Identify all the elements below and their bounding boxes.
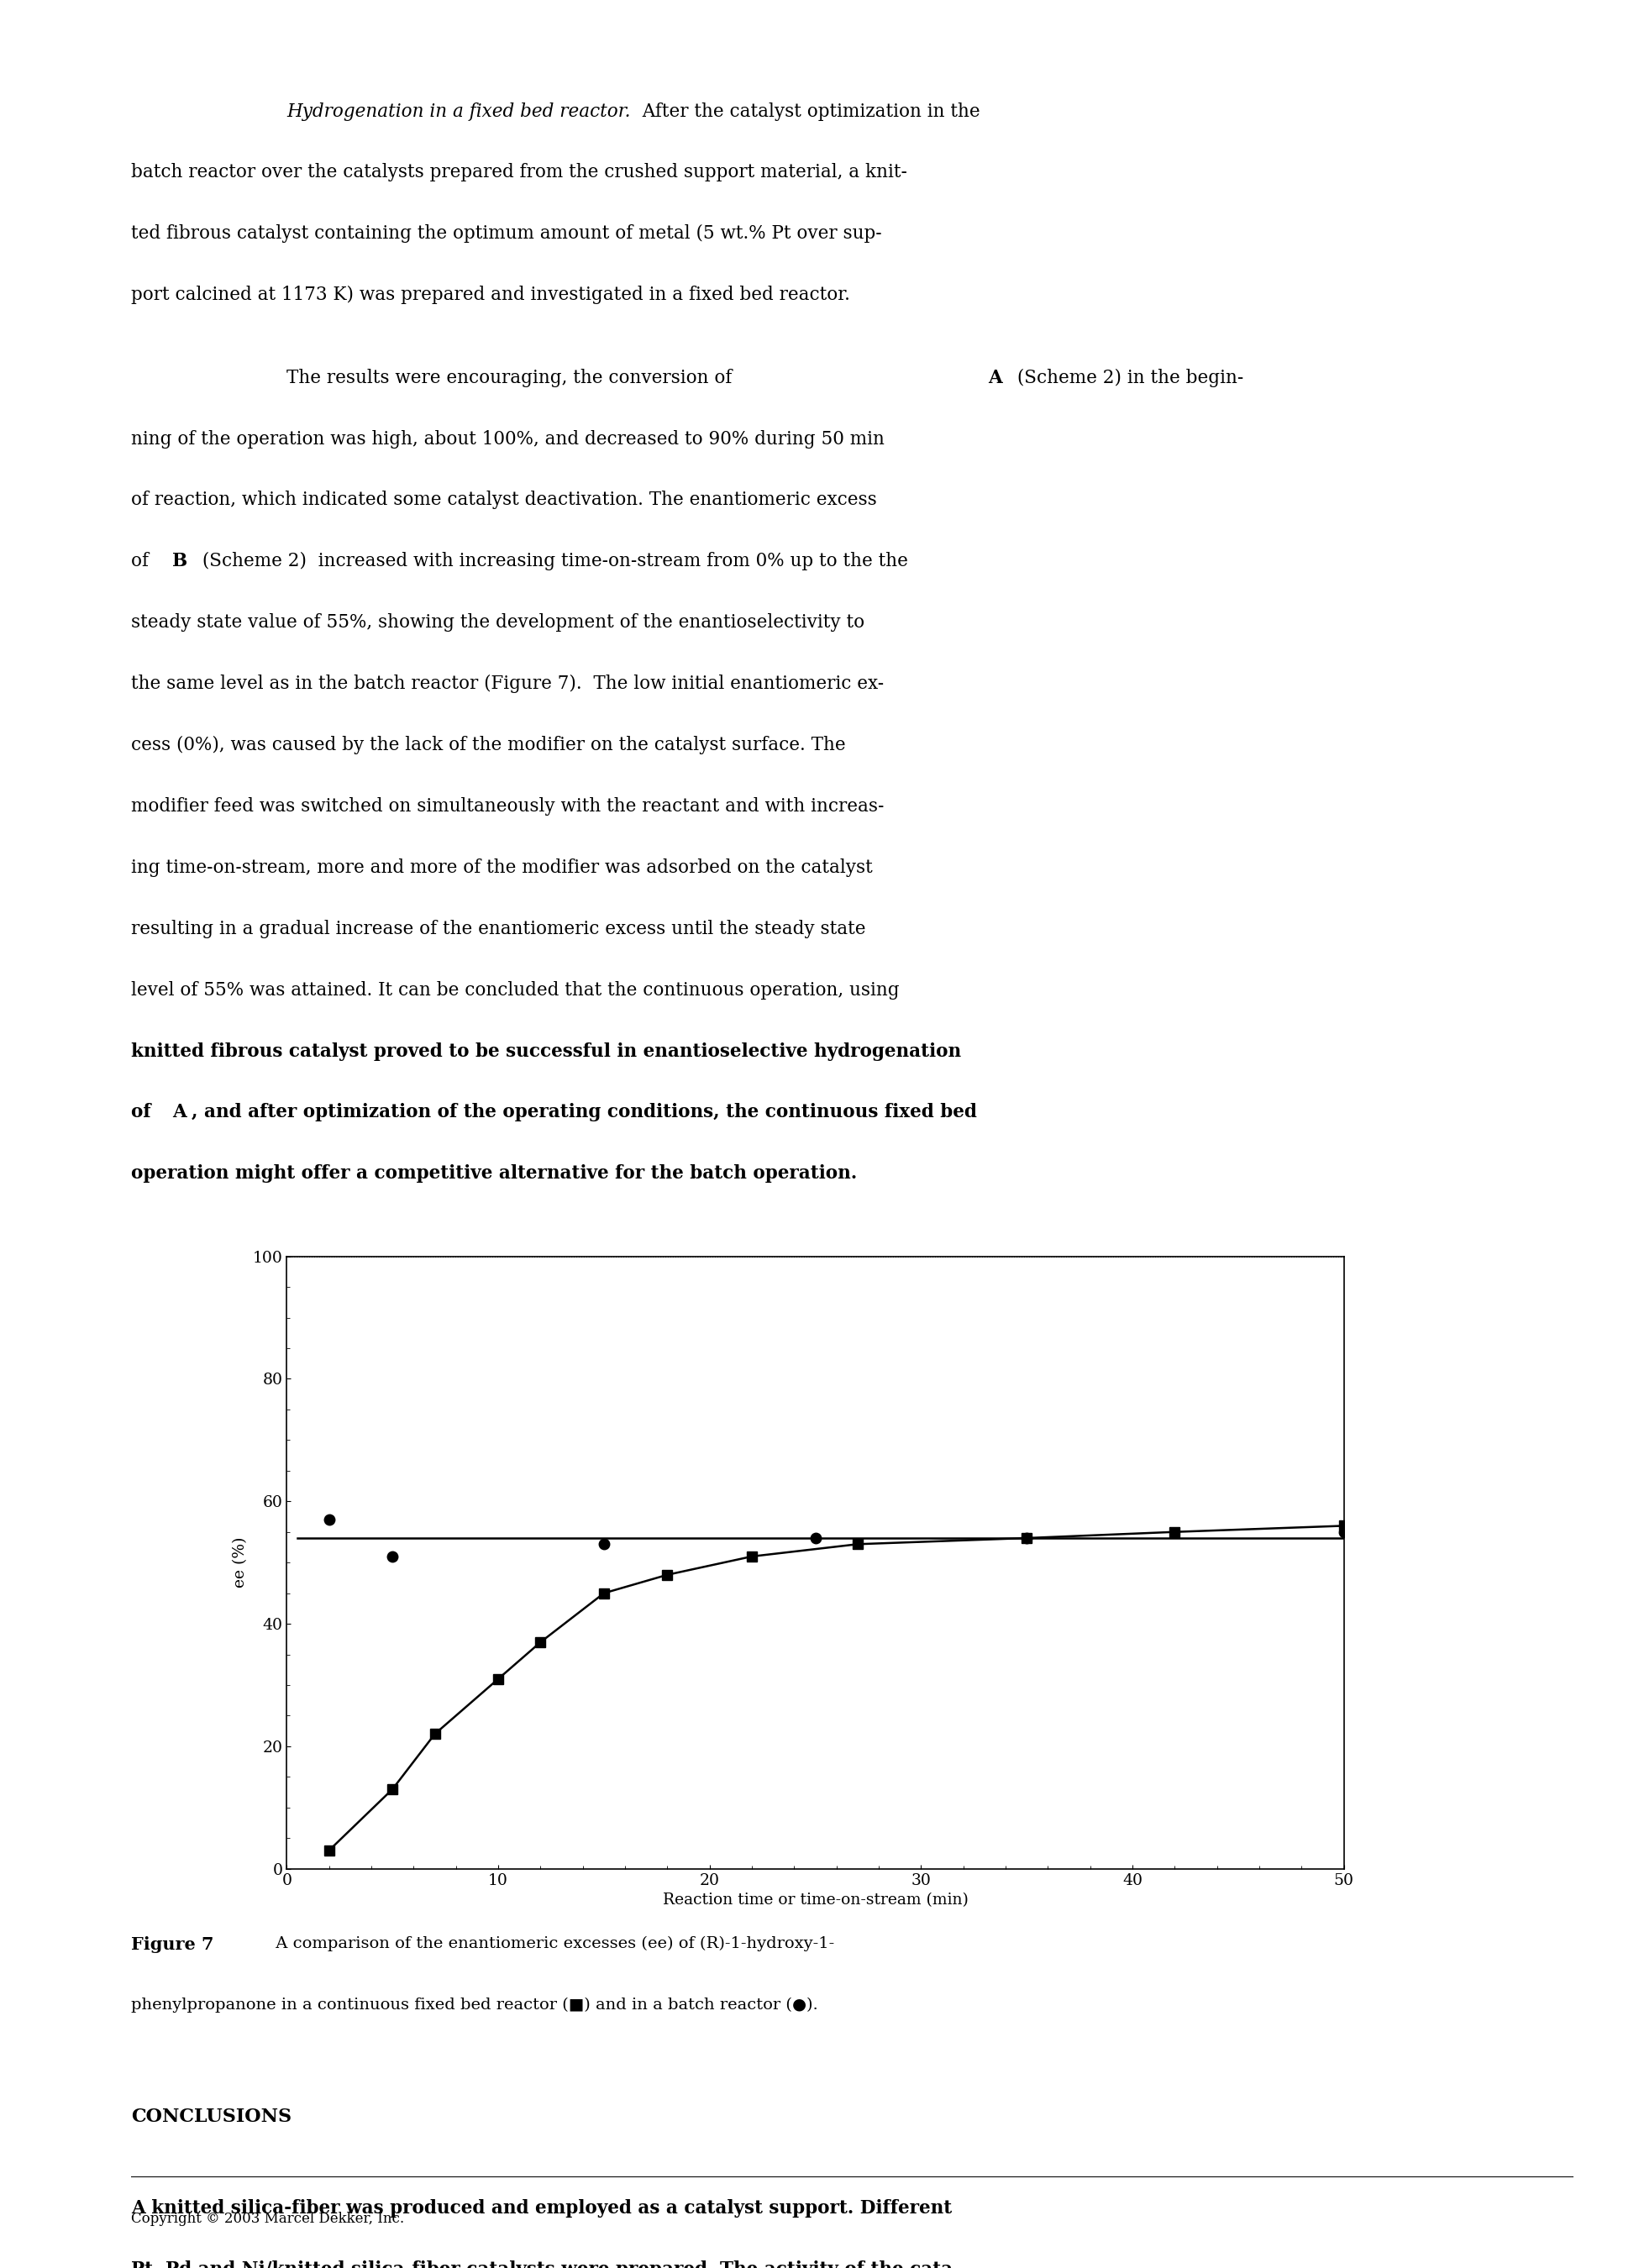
Text: modifier feed was switched on simultaneously with the reactant and with increas-: modifier feed was switched on simultaneo… bbox=[131, 796, 883, 816]
Text: phenylpropanone in a continuous fixed bed reactor (■) and in a batch reactor (●): phenylpropanone in a continuous fixed be… bbox=[131, 1998, 818, 2012]
Text: ing time-on-stream, more and more of the modifier was adsorbed on the catalyst: ing time-on-stream, more and more of the… bbox=[131, 857, 872, 878]
Text: of: of bbox=[131, 551, 154, 572]
Text: knitted fibrous catalyst proved to be successful in enantioselective hydrogenati: knitted fibrous catalyst proved to be su… bbox=[131, 1041, 960, 1061]
Text: of reaction, which indicated some catalyst deactivation. The enantiomeric excess: of reaction, which indicated some cataly… bbox=[131, 490, 877, 510]
Text: A knitted silica-fiber was produced and employed as a catalyst support. Differen: A knitted silica-fiber was produced and … bbox=[131, 2200, 952, 2218]
Text: cess (0%), was caused by the lack of the modifier on the catalyst surface. The: cess (0%), was caused by the lack of the… bbox=[131, 735, 846, 755]
Text: (Scheme 2) in the begin-: (Scheme 2) in the begin- bbox=[1011, 367, 1244, 388]
Text: Copyright © 2003 Marcel Dekker, Inc.: Copyright © 2003 Marcel Dekker, Inc. bbox=[131, 2211, 405, 2225]
Text: level of 55% was attained. It can be concluded that the continuous operation, us: level of 55% was attained. It can be con… bbox=[131, 980, 900, 1000]
Text: of: of bbox=[131, 1102, 157, 1123]
Text: port calcined at 1173 K) was prepared and investigated in a fixed bed reactor.: port calcined at 1173 K) was prepared an… bbox=[131, 286, 851, 304]
Text: A: A bbox=[988, 367, 1003, 388]
Text: A comparison of the enantiomeric excesses (ee) of (R)-1-hydroxy-1-: A comparison of the enantiomeric excesse… bbox=[270, 1937, 834, 1950]
Text: Figure 7: Figure 7 bbox=[131, 1937, 213, 1953]
Text: After the catalyst optimization in the: After the catalyst optimization in the bbox=[631, 102, 980, 120]
Text: batch reactor over the catalysts prepared from the crushed support material, a k: batch reactor over the catalysts prepare… bbox=[131, 163, 908, 181]
Text: (Scheme 2)  increased with increasing time-on-stream from 0% up to the the: (Scheme 2) increased with increasing tim… bbox=[197, 551, 908, 572]
Text: operation might offer a competitive alternative for the batch operation.: operation might offer a competitive alte… bbox=[131, 1163, 857, 1184]
Text: B: B bbox=[172, 551, 187, 572]
Text: , and after optimization of the operating conditions, the continuous fixed bed: , and after optimization of the operatin… bbox=[192, 1102, 977, 1123]
Text: the same level as in the batch reactor (Figure 7).  The low initial enantiomeric: the same level as in the batch reactor (… bbox=[131, 674, 883, 694]
Text: ning of the operation was high, about 100%, and decreased to 90% during 50 min: ning of the operation was high, about 10… bbox=[131, 429, 885, 449]
Y-axis label: ee (%): ee (%) bbox=[233, 1538, 247, 1588]
Text: A: A bbox=[172, 1102, 187, 1123]
Text: steady state value of 55%, showing the development of the enantioselectivity to: steady state value of 55%, showing the d… bbox=[131, 612, 865, 633]
Text: ted fibrous catalyst containing the optimum amount of metal (5 wt.% Pt over sup-: ted fibrous catalyst containing the opti… bbox=[131, 225, 882, 243]
Text: CONCLUSIONS: CONCLUSIONS bbox=[131, 2107, 292, 2125]
Text: Pt, Pd and Ni/knitted silica-fiber catalysts were prepared. The activity of the : Pt, Pd and Ni/knitted silica-fiber catal… bbox=[131, 2261, 960, 2268]
Text: Hydrogenation in a fixed bed reactor.: Hydrogenation in a fixed bed reactor. bbox=[287, 102, 631, 120]
X-axis label: Reaction time or time-on-stream (min): Reaction time or time-on-stream (min) bbox=[662, 1892, 969, 1907]
Text: resulting in a gradual increase of the enantiomeric excess until the steady stat: resulting in a gradual increase of the e… bbox=[131, 919, 865, 939]
Text: The results were encouraging, the conversion of: The results were encouraging, the conver… bbox=[287, 367, 738, 388]
